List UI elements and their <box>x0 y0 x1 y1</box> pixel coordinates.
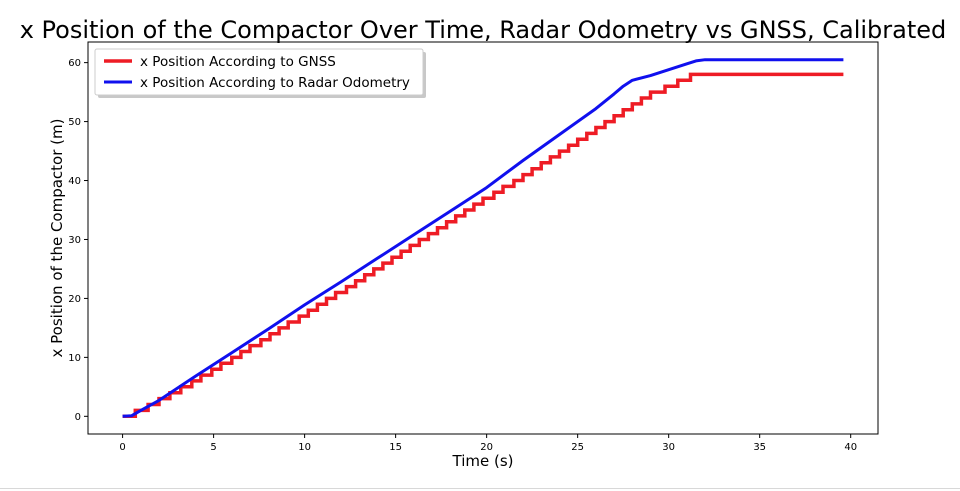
x-tick-label: 15 <box>389 442 402 453</box>
x-tick-label: 0 <box>119 442 125 453</box>
x-tick-label: 35 <box>753 442 766 453</box>
x-tick-label: 20 <box>480 442 493 453</box>
x-tick-label: 10 <box>298 442 311 453</box>
legend-label-radar: x Position According to Radar Odometry <box>140 75 410 91</box>
y-tick-label: 40 <box>68 176 81 187</box>
legend: x Position According to GNSS x Position … <box>94 48 426 98</box>
y-tick-label: 30 <box>68 235 81 246</box>
bottom-divider <box>0 488 960 489</box>
series-line-gnss <box>122 72 844 419</box>
x-axis-label: Time (s) <box>452 452 514 470</box>
legend-box <box>94 48 424 96</box>
x-axis: 0 5 10 15 20 25 30 35 40 <box>119 434 857 453</box>
x-tick-label: 40 <box>844 442 857 453</box>
chart-title: x Position of the Compactor Over Time, R… <box>20 16 947 44</box>
x-tick-label: 25 <box>571 442 584 453</box>
y-tick-label: 20 <box>68 294 81 305</box>
series-line-radar-odometry <box>122 58 844 418</box>
y-tick-label: 0 <box>75 412 81 423</box>
legend-label-gnss: x Position According to GNSS <box>140 54 336 70</box>
series-layer <box>122 58 844 419</box>
plot-area <box>87 41 879 435</box>
y-tick-label: 60 <box>68 58 81 69</box>
y-axis: 0 10 20 30 40 50 60 <box>68 58 88 423</box>
x-tick-label: 30 <box>662 442 675 453</box>
y-tick-label: 50 <box>68 117 81 128</box>
y-axis-label: x Position of the Compactor (m) <box>48 119 66 358</box>
y-tick-label: 10 <box>68 353 81 364</box>
x-tick-label: 5 <box>210 442 216 453</box>
